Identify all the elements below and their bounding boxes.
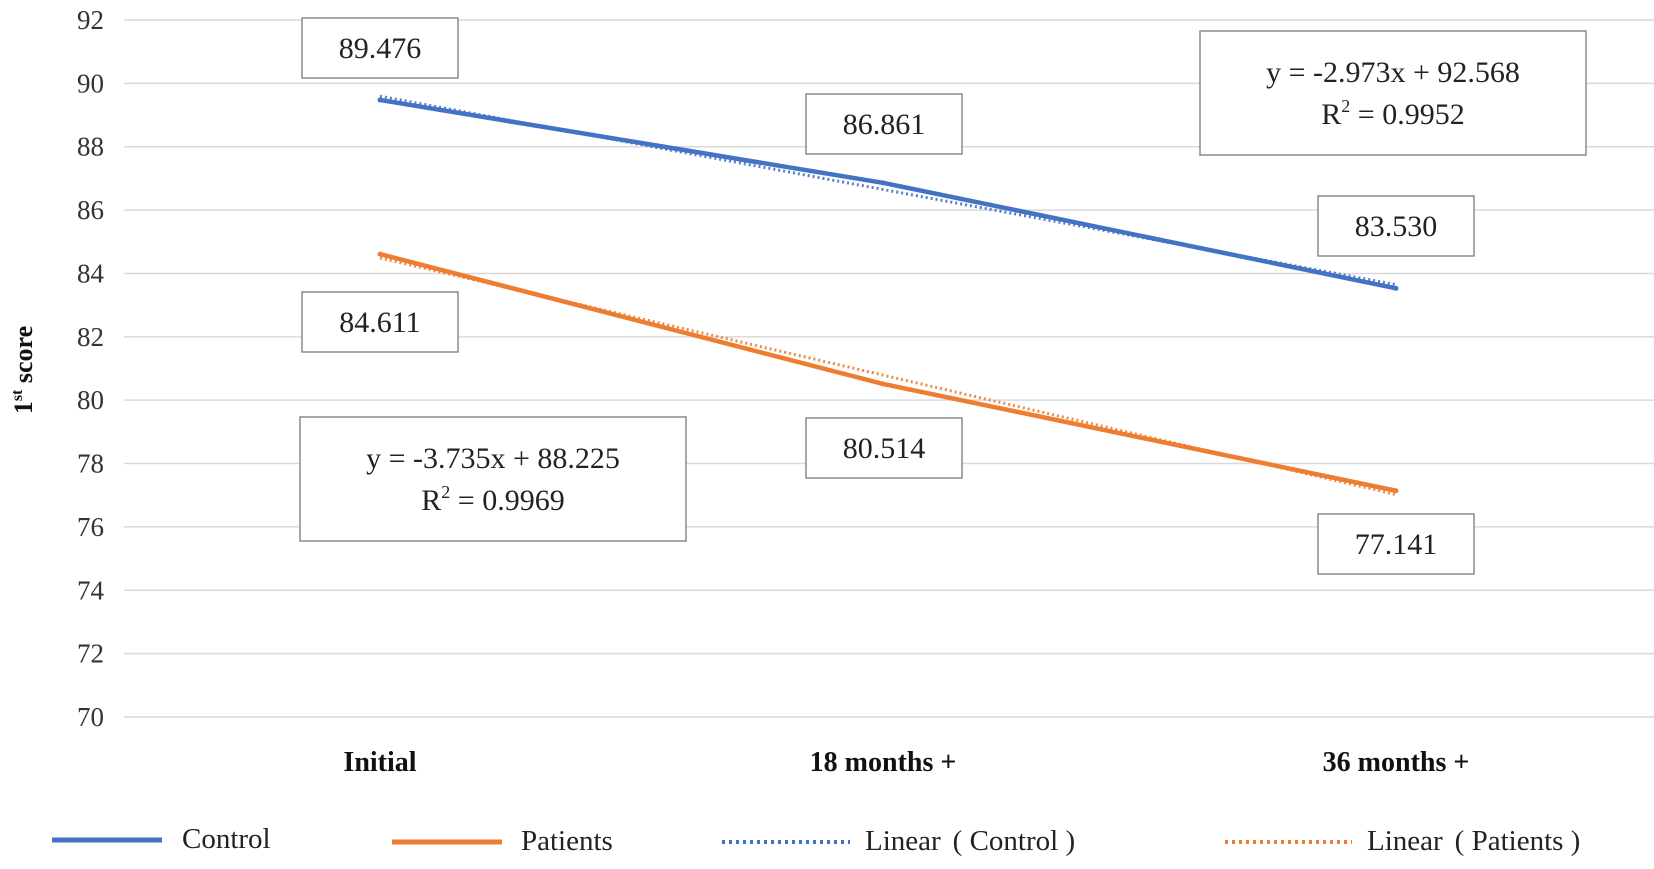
data-label-patients-0: 84.611 [301,291,459,353]
data-label-text-patients-2: 77.141 [1355,528,1438,561]
trendline-control [379,94,1397,287]
y-tick-90: 90 [77,68,104,98]
r2-patients-value: = 0.9969 [450,484,564,517]
y-axis-title-main: 1 [9,401,38,414]
x-category-0: Initial [343,747,416,778]
y-tick-82: 82 [77,322,104,352]
legend-item-control[interactable]: Control [52,823,271,855]
legend-label-linear-control-prefix: Linear [865,825,941,857]
y-tick-78: 78 [77,449,104,479]
data-label-control-0: 89.476 [301,17,459,79]
data-label-control-2: 83.530 [1317,195,1475,257]
trendline-patients [379,256,1397,497]
y-axis-title-rest: score [9,326,38,390]
legend: Control Patients Linear ( Control ) Linea… [52,823,1580,857]
point-patients-0 [377,251,383,257]
legend-label-linear-patients: Linear ( Patients ) [1367,825,1580,857]
data-label-text-patients-0: 84.611 [339,306,420,339]
r2-patients-sup: 2 [441,482,450,502]
y-tick-86: 86 [77,195,104,225]
legend-label-control: Control [182,823,271,855]
equation-control: y = -2.973x + 92.568 [1266,56,1520,89]
legend-label-linear-patients-prefix: Linear [1367,825,1443,857]
legend-item-patients[interactable]: Patients [392,825,613,857]
r2-control: R2 = 0.9952 [1321,96,1464,131]
data-label-text-patients-1: 80.514 [843,432,926,465]
r2-control-value: = 0.9952 [1350,98,1464,131]
legend-label-linear-patients-paren: ( Patients ) [1455,825,1581,857]
r2-control-sup: 2 [1341,96,1350,116]
legend-item-linear-patients[interactable]: Linear ( Patients ) [1225,825,1580,857]
trend-lines [379,94,1397,497]
y-axis-title-sup: st [9,389,26,401]
y-tick-92: 92 [77,5,104,35]
point-control-2 [1393,285,1399,291]
r2-patients: R2 = 0.9969 [421,482,564,517]
y-axis-ticks: 70 72 74 76 78 80 82 84 86 88 90 92 [77,5,105,732]
legend-label-patients: Patients [521,825,613,857]
point-control-1 [880,180,886,186]
data-label-text-control-2: 83.530 [1355,210,1438,243]
y-axis-title: 1st score [9,326,38,414]
y-tick-70: 70 [77,702,104,732]
legend-label-linear-control-paren: ( Control ) [953,825,1075,857]
data-label-patients-2: 77.141 [1317,513,1475,575]
point-patients-1 [880,381,886,387]
data-label-text-control-1: 86.861 [843,108,926,141]
x-category-1: 18 months + [810,747,957,778]
equation-patients: y = -3.735x + 88.225 [366,442,620,475]
x-axis-categories: Initial 18 months + 36 months + [343,747,1469,778]
data-label-patients-1: 80.514 [805,417,963,479]
y-tick-72: 72 [77,639,104,669]
y-tick-88: 88 [77,132,104,162]
x-category-2: 36 months + [1323,747,1470,778]
equation-box-control: y = -2.973x + 92.568 R2 = 0.9952 [1199,30,1587,156]
r2-patients-prefix: R [421,484,441,517]
r2-control-prefix: R [1321,98,1341,131]
y-tick-84: 84 [77,258,105,288]
legend-item-linear-control[interactable]: Linear ( Control ) [722,825,1075,857]
point-control-0 [377,97,383,103]
y-tick-76: 76 [77,512,104,542]
y-tick-80: 80 [77,385,104,415]
point-patients-2 [1393,488,1399,494]
y-tick-74: 74 [77,575,105,605]
data-label-control-1: 86.861 [805,93,963,155]
legend-label-linear-control: Linear ( Control ) [865,825,1075,857]
data-label-text-control-0: 89.476 [339,32,422,65]
data-labels: 89.476 86.861 83.530 84.611 80.514 77.141 [301,17,1475,575]
equation-box-patients: y = -3.735x + 88.225 R2 = 0.9969 [299,416,687,542]
